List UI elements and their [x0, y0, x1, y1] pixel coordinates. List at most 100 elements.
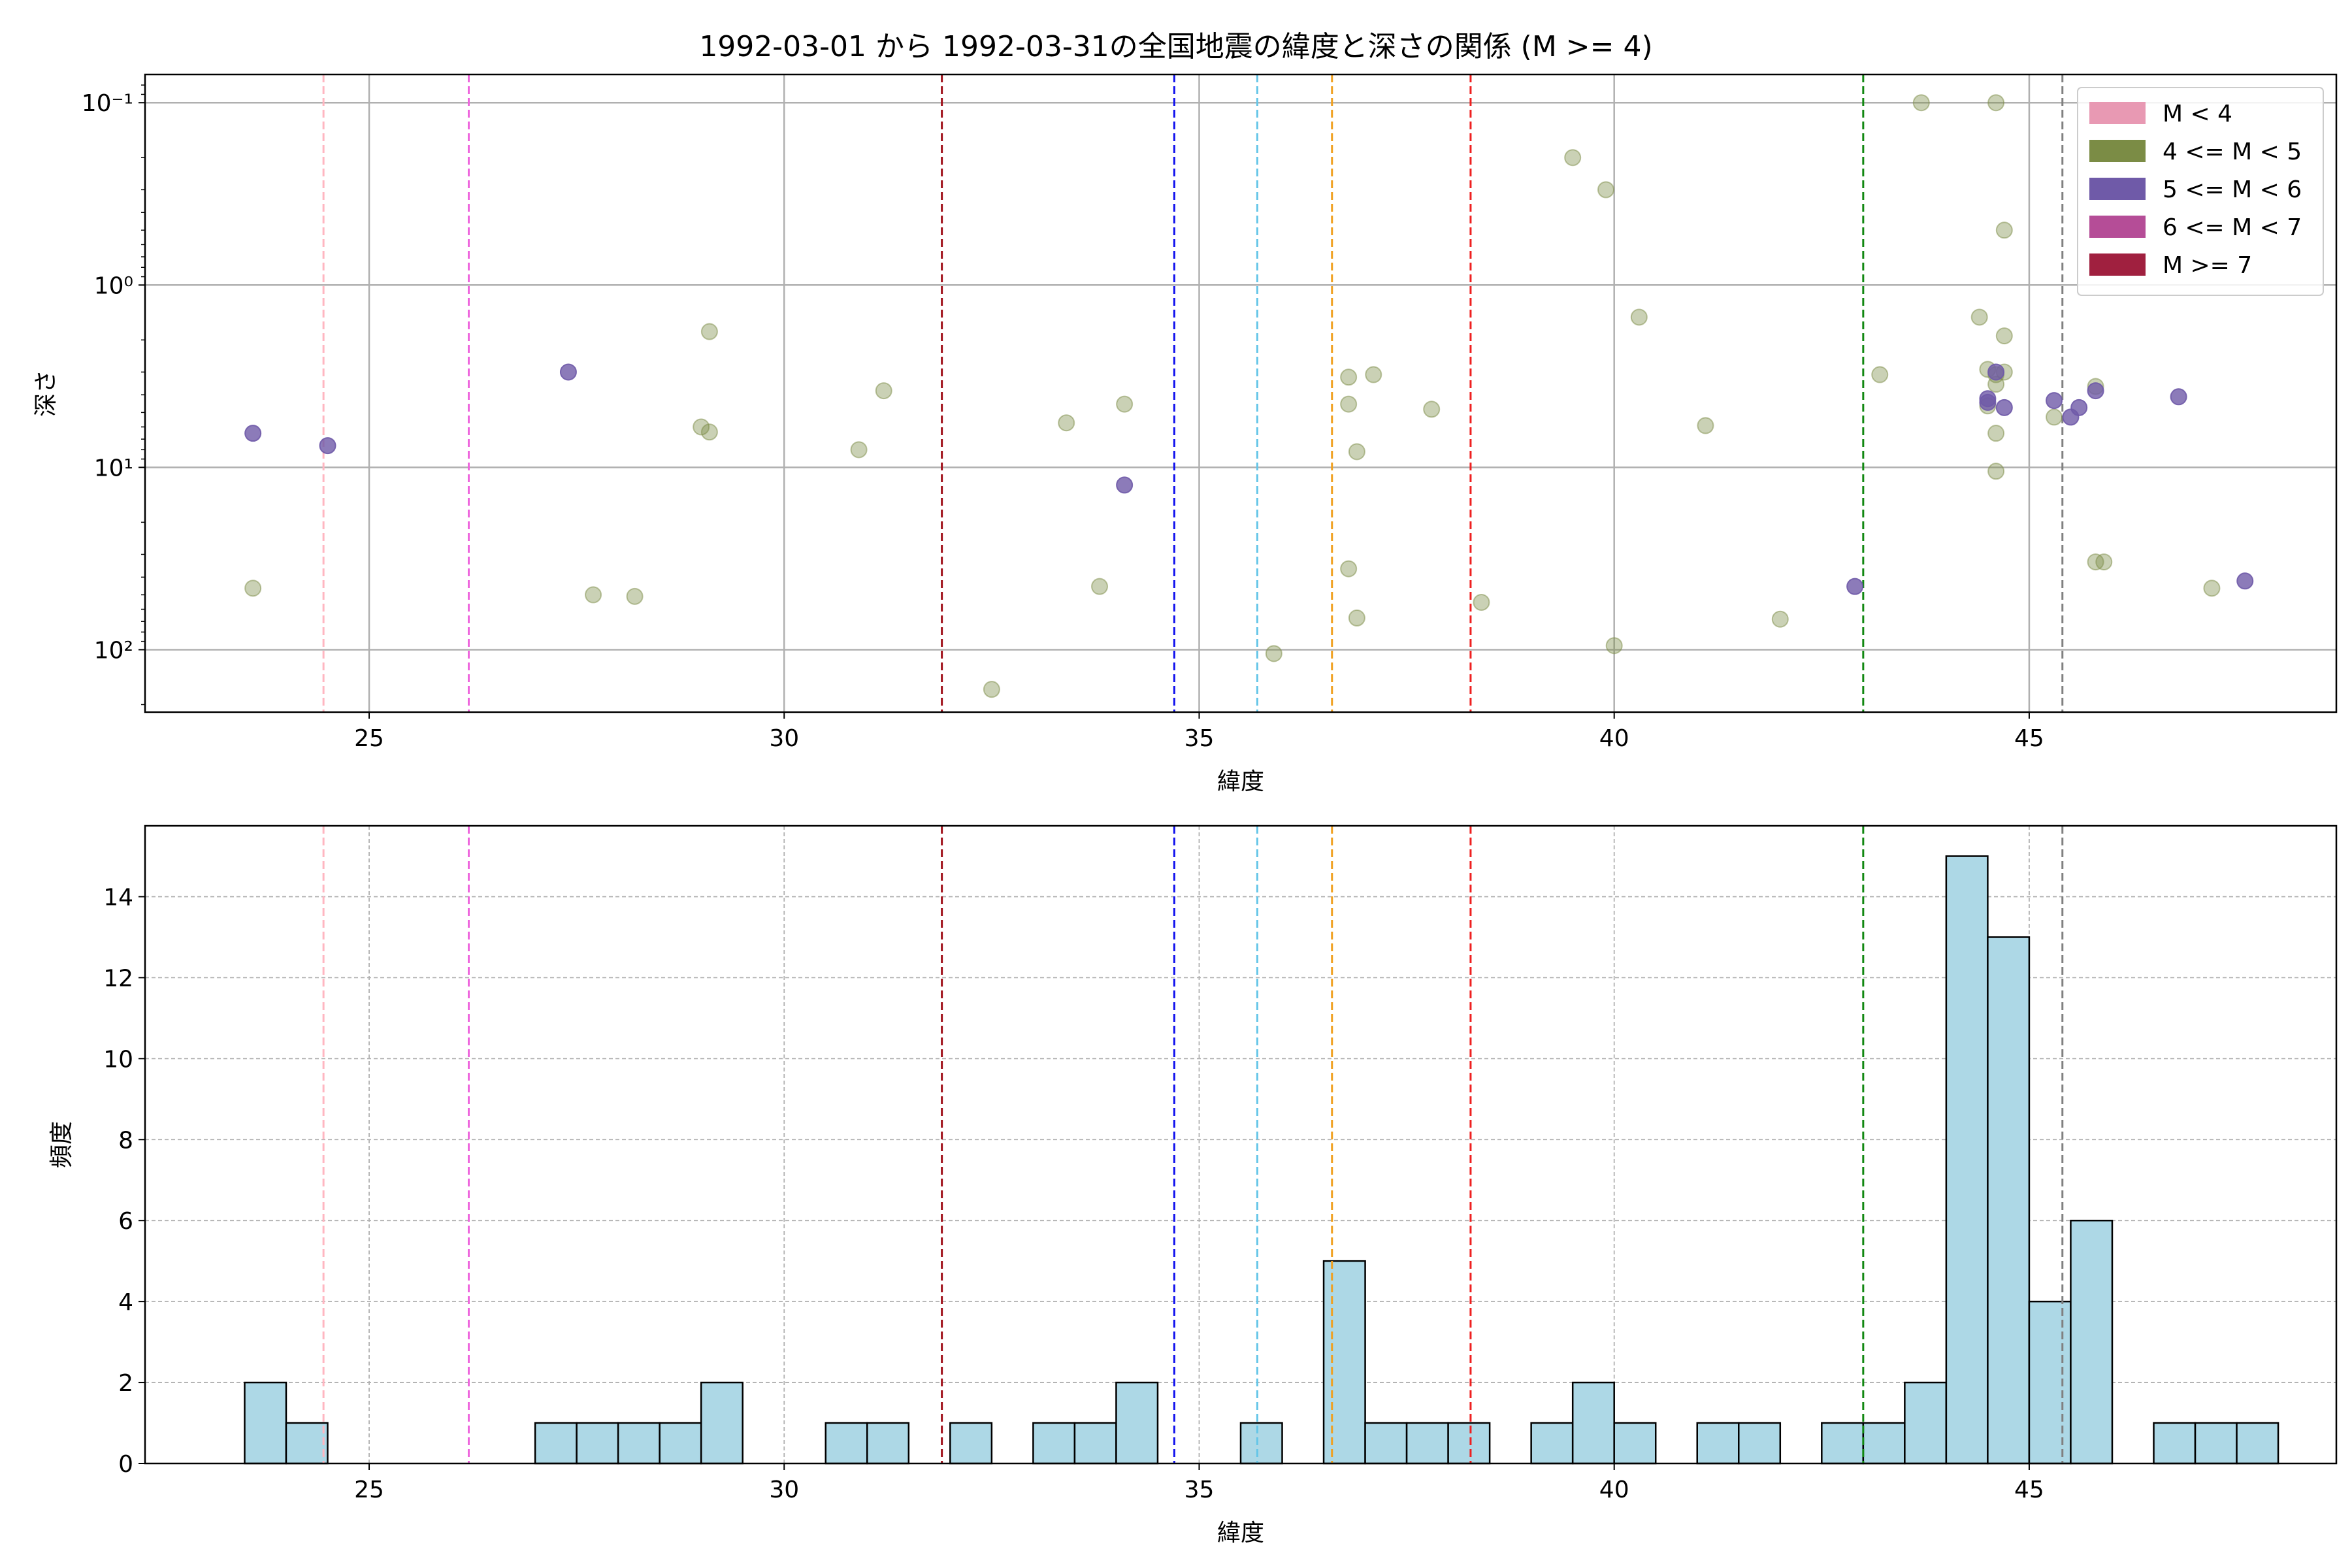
scatter-point	[1987, 463, 2005, 480]
scatter-point	[1605, 637, 1623, 655]
scatter-point	[1846, 578, 1864, 595]
scatter-y-axis-label: 深さ	[33, 370, 59, 417]
scatter-point	[1995, 399, 2013, 416]
histogram-bar	[659, 1422, 702, 1465]
histogram-y-tick-label: 4	[118, 1289, 133, 1316]
scatter-point	[1912, 94, 1930, 112]
scatter-x-axis-label: 緯度	[1217, 768, 1264, 795]
histogram-y-tick-label: 8	[118, 1127, 133, 1154]
scatter-point	[626, 587, 644, 605]
histogram-bar	[1904, 1381, 1948, 1465]
histogram-bars	[244, 855, 2279, 1465]
legend-swatch-m-ge-7	[2089, 253, 2146, 276]
scatter-point	[1771, 610, 1789, 628]
histogram-bar	[1987, 936, 2031, 1465]
histogram-bar	[285, 1422, 329, 1465]
histogram-bar	[576, 1422, 619, 1465]
scatter-point	[1348, 443, 1365, 461]
legend-label-m-4-5: 4 <= M < 5	[2163, 139, 2302, 165]
scatter-point	[850, 441, 868, 459]
histogram-bar	[825, 1422, 868, 1465]
histogram-y-ticks: 0 2 4 6 8 10 12 14	[103, 884, 145, 1478]
histogram-y-tick-label: 0	[118, 1451, 133, 1478]
scatter-point	[2046, 392, 2063, 410]
scatter-x-tick-label: 35	[1184, 725, 1215, 752]
histogram-x-axis-label: 緯度	[1217, 1520, 1264, 1546]
histogram-panel: 25 30 35 40 45 0 2 4 6 8 10 12 14 緯度 頻度	[48, 825, 2338, 1546]
histogram-y-tick-label: 14	[103, 884, 133, 911]
scatter-y-tick-label: 10⁻¹	[82, 90, 133, 117]
legend-label-m-lt-4: M < 4	[2163, 101, 2232, 127]
legend-label-m-ge-7: M >= 7	[2163, 252, 2252, 279]
scatter-x-ticks: 25 30 35 40 45	[354, 712, 2044, 752]
scatter-point	[2236, 572, 2254, 590]
histogram-bar	[2236, 1422, 2279, 1465]
scatter-point	[983, 681, 1000, 698]
legend-swatch-m-5-6	[2089, 178, 2146, 200]
legend: M < 4 4 <= M < 5 5 <= M < 6 6 <= M < 7 M…	[2077, 87, 2324, 296]
scatter-grid	[145, 74, 2336, 712]
histogram-bar	[2194, 1422, 2238, 1465]
scatter-point	[2170, 388, 2187, 406]
scatter-point	[1265, 645, 1282, 662]
histogram-x-tick-label: 25	[354, 1477, 384, 1503]
scatter-point	[1995, 221, 2013, 239]
scatter-point	[2046, 408, 2063, 426]
chart-title: 1992-03-01 から 1992-03-31の全国地震の緯度と深さの関係 (…	[699, 30, 1652, 63]
scatter-y-ticks: 10⁻¹ 10⁰ 10¹ 10²	[82, 84, 145, 706]
scatter-point	[700, 423, 718, 441]
histogram-y-tick-label: 10	[103, 1046, 133, 1073]
scatter-point	[1423, 400, 1441, 418]
scatter-point	[1116, 395, 1134, 413]
scatter-point	[1473, 593, 1490, 611]
scatter-point	[1058, 414, 1075, 432]
scatter-y-tick-label: 10⁰	[94, 272, 133, 299]
scatter-point	[1970, 308, 1988, 326]
scatter-point	[693, 418, 710, 436]
histogram-plot-frame	[144, 825, 2338, 1465]
histogram-bar	[700, 1381, 743, 1465]
histogram-y-tick-label: 12	[103, 965, 133, 992]
histogram-y-tick-label: 6	[118, 1208, 133, 1235]
scatter-x-tick-label: 40	[1599, 725, 1629, 752]
scatter-point	[244, 425, 262, 442]
legend-label-m-5-6: 5 <= M < 6	[2163, 176, 2302, 203]
histogram-y-tick-label: 2	[118, 1370, 133, 1397]
histogram-bar	[1032, 1422, 1076, 1465]
scatter-point	[700, 323, 718, 340]
scatter-point	[2095, 553, 2113, 571]
scatter-point	[319, 437, 336, 455]
histogram-bar	[2153, 1422, 2197, 1465]
scatter-point	[1564, 149, 1582, 167]
histogram-bar	[1696, 1422, 1740, 1465]
scatter-point	[1987, 363, 2005, 381]
histogram-x-tick-label: 35	[1184, 1477, 1215, 1503]
scatter-point	[1630, 308, 1648, 326]
histogram-bar	[1239, 1422, 1283, 1465]
histogram-y-axis-label: 頻度	[48, 1121, 75, 1168]
scatter-point	[875, 382, 892, 400]
histogram-bar	[1364, 1422, 1408, 1465]
histogram-x-tick-label: 40	[1599, 1477, 1629, 1503]
histogram-bar	[949, 1422, 993, 1465]
scatter-x-tick-label: 25	[354, 725, 384, 752]
histogram-x-tick-label: 45	[2014, 1477, 2044, 1503]
histogram-bar	[1115, 1381, 1159, 1465]
histogram-reference-lines	[322, 826, 2064, 1463]
scatter-point	[1979, 393, 1997, 411]
histogram-x-ticks: 25 30 35 40 45	[354, 1463, 2044, 1503]
scatter-point	[2070, 399, 2088, 416]
histogram-bar	[1571, 1381, 1615, 1465]
histogram-bar	[1862, 1422, 1906, 1465]
histogram-bar	[866, 1422, 910, 1465]
histogram-bar	[2070, 1219, 2114, 1465]
scatter-panel: 25 30 35 40 45 10⁻¹ 10⁰ 10¹ 10² 緯度 深さ M < 4 4 <…	[33, 73, 2338, 795]
scatter-x-tick-label: 45	[2014, 725, 2044, 752]
legend-swatch-m-lt-4	[2089, 102, 2146, 124]
legend-frame	[2077, 87, 2324, 296]
histogram-bar	[2028, 1300, 2072, 1465]
scatter-point	[1697, 417, 1714, 434]
scatter-y-tick-label: 10¹	[94, 455, 133, 482]
histogram-bar	[617, 1422, 661, 1465]
